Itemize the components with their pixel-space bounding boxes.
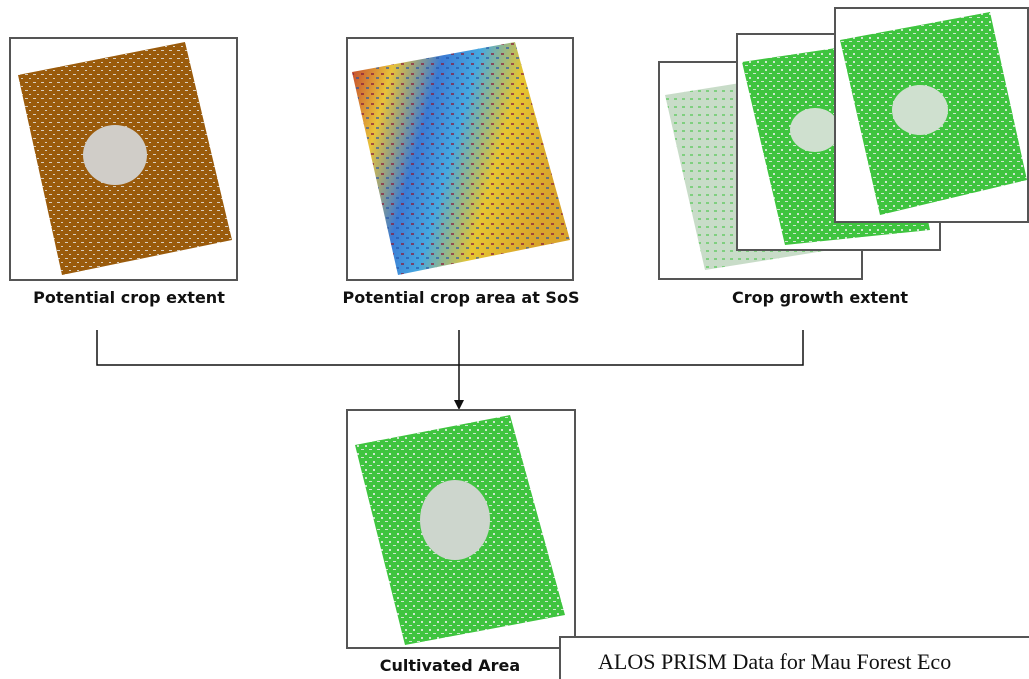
node-label: Potential crop extent (33, 288, 225, 307)
arrow-head (454, 400, 464, 410)
caption: ALOS PRISM Data for Mau Forest Eco (598, 649, 951, 674)
connector (97, 330, 803, 365)
node-label: Potential crop area at SoS (343, 288, 580, 307)
map-blob (420, 480, 490, 560)
node-label: Cultivated Area (380, 656, 520, 675)
map-blob (892, 85, 948, 135)
diagram: Potential crop extent Potential crop are… (0, 0, 1029, 679)
node-label: Crop growth extent (732, 288, 908, 307)
map-blob (83, 125, 147, 185)
map-blob (790, 108, 840, 152)
